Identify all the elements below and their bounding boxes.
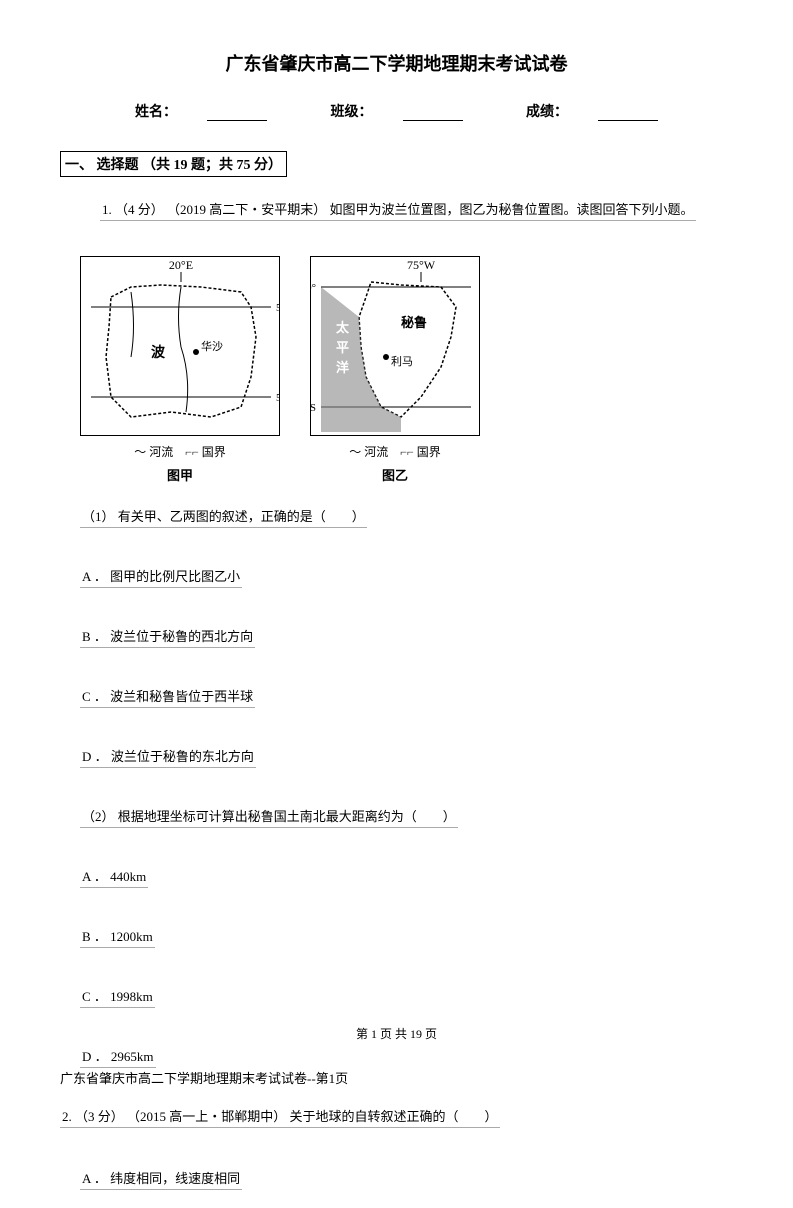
map1-box: 20°E 54°N 50°N 波 华沙 ～ 河流 ⌐⌐ 国界 图甲 xyxy=(80,256,280,484)
score-label: 成绩： xyxy=(511,101,673,121)
q1-sub2-optD: D ． 2965km xyxy=(80,1044,156,1068)
q1-sub2: （2） 根据地理坐标可计算出秘鲁国土南北最大距离约为（ ） xyxy=(80,804,458,828)
class-label: 班级： xyxy=(316,101,478,121)
q1-sub2-optA: A ． 440km xyxy=(80,864,148,888)
map2-ocean3: 洋 xyxy=(336,360,349,375)
exam-title: 广东省肇庆市高二下学期地理期末考试试卷 xyxy=(60,50,733,76)
map2-legend: ～ 河流 ⌐⌐ 国界 xyxy=(310,443,480,460)
footer: 广东省肇庆市高二下学期地理期末考试试卷--第1页 xyxy=(60,1068,348,1087)
q1-sub1: （1） 有关甲、乙两图的叙述，正确的是（ ） xyxy=(80,504,367,528)
map2-svg: 75°W 0° 15°S 太 平 洋 秘鲁 利马 xyxy=(310,256,480,436)
map-container: 20°E 54°N 50°N 波 华沙 ～ 河流 ⌐⌐ 国界 图甲 75°W 0… xyxy=(80,256,733,484)
map1-legend: ～ 河流 ⌐⌐ 国界 xyxy=(80,443,280,460)
map1-caption: 图甲 xyxy=(80,465,280,484)
map2-lat1: 0° xyxy=(310,282,316,294)
q1-sub1-optA: A ． 图甲的比例尺比图乙小 xyxy=(80,564,242,588)
q1-sub1-optC: C ． 波兰和秘鲁皆位于西半球 xyxy=(80,684,255,708)
map2-ocean1: 太 xyxy=(335,320,350,335)
q2-optA: A ． 纬度相同，线速度相同 xyxy=(80,1166,242,1190)
q2-stem: 2. （3 分） （2015 高一上・邯郸期中） 关于地球的自转叙述正确的（ ） xyxy=(60,1104,500,1128)
map2-ocean2: 平 xyxy=(336,340,349,355)
section-header: 一、 选择题 （共 19 题；共 75 分） xyxy=(60,151,287,177)
map1-city: 华沙 xyxy=(201,339,223,353)
q1-sub1-optD: D ． 波兰位于秘鲁的东北方向 xyxy=(80,744,256,768)
map1-lon-label: 20°E xyxy=(169,258,193,272)
q1-stem: 1. （4 分） （2019 高二下・安平期末） 如图甲为波兰位置图，图乙为秘鲁… xyxy=(100,197,696,221)
map2-city: 利马 xyxy=(391,355,413,368)
map1-svg: 20°E 54°N 50°N 波 华沙 xyxy=(80,256,280,436)
map1-lat2: 50°N xyxy=(276,392,280,404)
info-line: 姓名： 班级： 成绩： xyxy=(60,101,733,121)
map2-country: 秘鲁 xyxy=(401,315,427,330)
q1-sub2-optC: C ． 1998km xyxy=(80,984,155,1008)
map1-country: 波 xyxy=(151,344,166,361)
map2-box: 75°W 0° 15°S 太 平 洋 秘鲁 利马 ～ 河流 ⌐⌐ 国界 图乙 xyxy=(310,256,480,484)
page-number: 第 1 页 共 19 页 xyxy=(0,1025,793,1042)
map2-caption: 图乙 xyxy=(310,465,480,484)
name-label: 姓名： xyxy=(120,101,282,121)
q1-sub2-optB: B ． 1200km xyxy=(80,924,155,948)
map1-lat1: 54°N xyxy=(276,302,280,314)
map2-lon-label: 75°W xyxy=(407,258,436,272)
q1-sub1-optB: B ． 波兰位于秘鲁的西北方向 xyxy=(80,624,255,648)
map2-lat2: 15°S xyxy=(310,402,316,414)
